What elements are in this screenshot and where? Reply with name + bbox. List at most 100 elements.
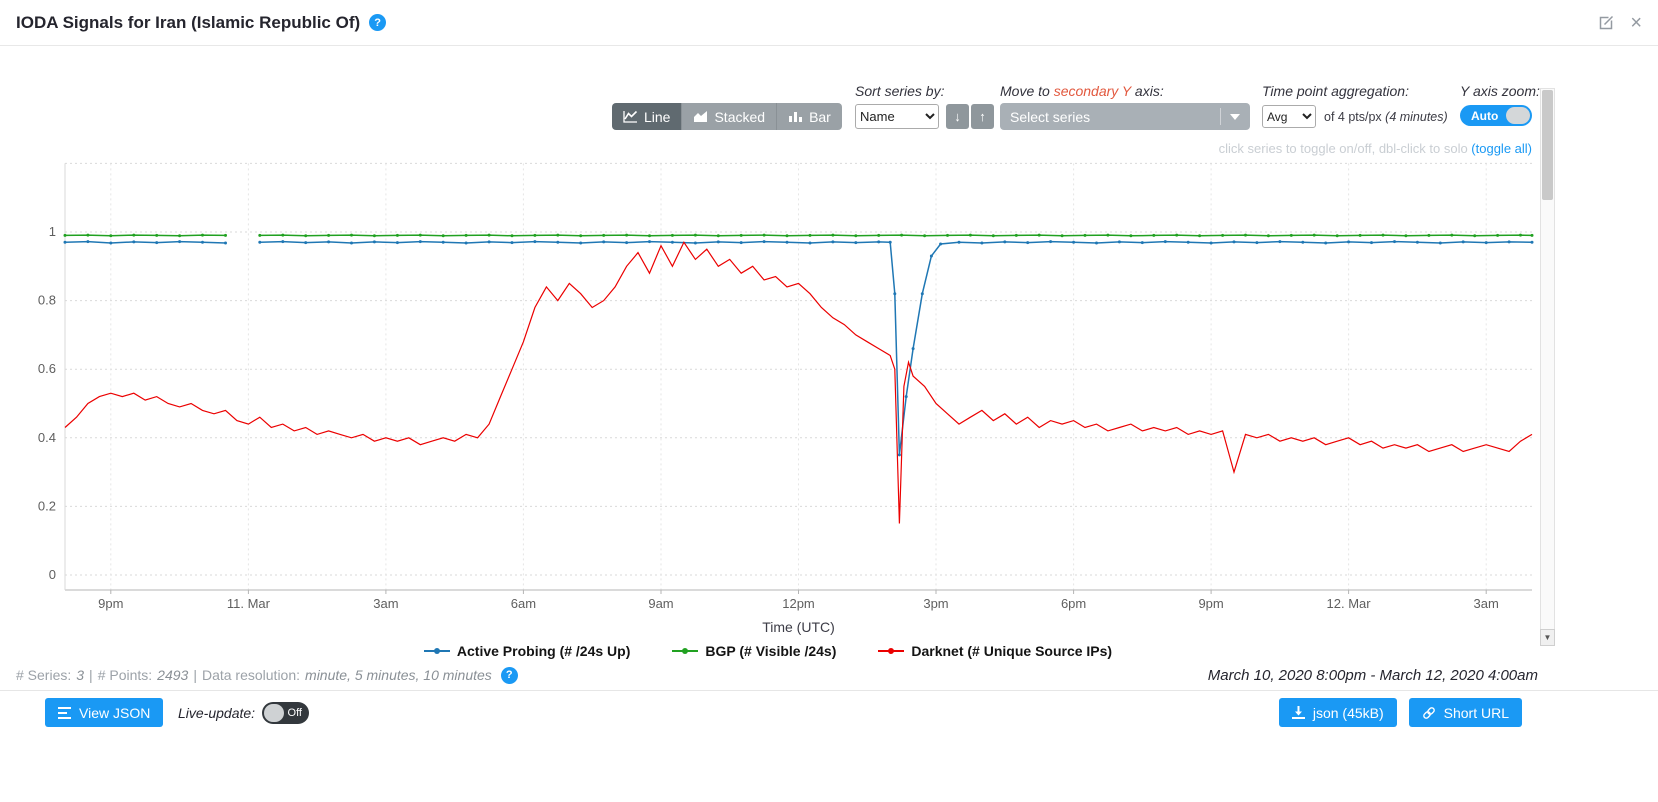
time-series-chart[interactable]: 9pm 11. Mar 3am 6am 9am 12pm 3pm 6pm 9pm 12. Mar 3… (0, 150, 1536, 640)
series-point (648, 240, 651, 244)
short-url-button[interactable]: Short URL (1408, 698, 1522, 727)
series-point (579, 234, 583, 238)
series-point (201, 233, 204, 237)
scrollbar-thumb[interactable] (1542, 90, 1553, 200)
x-axis-title: Time (UTC) (762, 619, 835, 635)
sort-direction-buttons: ↓ ↑ (946, 104, 994, 129)
series-point (625, 241, 629, 245)
series-point (1060, 234, 1064, 238)
series-point (86, 233, 90, 237)
series-toggle-hint: click series to toggle on/off, dbl-click… (1219, 141, 1532, 156)
short-url-label: Short URL (1443, 704, 1509, 721)
secondary-axis-label-suffix: axis: (1131, 83, 1164, 99)
chart-type-bar-button[interactable]: Bar (777, 103, 842, 130)
series-point (693, 233, 697, 237)
y-axis-zoom-toggle[interactable]: Auto (1460, 105, 1532, 126)
title-help-icon[interactable]: ? (369, 14, 387, 31)
series-point (831, 233, 835, 237)
chart-scrollbar[interactable]: ▼ (1540, 88, 1555, 646)
edit-icon[interactable] (1598, 15, 1614, 31)
series-point (178, 240, 182, 244)
series-point (1163, 240, 1167, 244)
series-point (1404, 234, 1408, 238)
x-tick-label: 6am (511, 596, 536, 611)
modal-header: IODA Signals for Iran (Islamic Republic … (0, 0, 1658, 46)
series-point (201, 240, 204, 244)
arrow-up-icon: ↑ (979, 109, 986, 124)
series-point (304, 241, 308, 245)
series-point (877, 233, 881, 237)
y-tick-label: 0.6 (38, 361, 56, 376)
legend-item-1[interactable]: Active Probing (# /24s Up) (423, 643, 630, 659)
stats-separator: | (193, 667, 197, 683)
dropdown-caret-wrap (1220, 108, 1240, 125)
series-point (1117, 240, 1121, 244)
series-point (178, 234, 182, 238)
series-point (1266, 234, 1270, 238)
series-point (418, 233, 422, 237)
select-series-dropdown[interactable]: Select series (1000, 103, 1250, 130)
series-point (1530, 233, 1534, 237)
series-line-2[interactable] (64, 234, 1533, 237)
aggregation-select[interactable]: Avg (1262, 105, 1316, 128)
series-point (1496, 233, 1500, 237)
series-point (109, 241, 113, 245)
y-tick-label: 0.4 (38, 430, 56, 445)
y-axis-zoom-value: Auto (1471, 109, 1499, 123)
scroll-down-icon: ▼ (1543, 633, 1552, 642)
x-tick-label: 9am (648, 596, 673, 611)
chart-type-button-group: Line Stacked Bar (612, 103, 842, 130)
scrollbar-down-button[interactable]: ▼ (1540, 629, 1555, 646)
series-point (1186, 240, 1190, 244)
x-tick-label: 11. Mar (227, 596, 271, 611)
series-point (929, 254, 933, 258)
bottom-right-actions: json (45kB) Short URL (1278, 698, 1522, 727)
legend-item-2[interactable]: BGP (# Visible /24s) (672, 643, 836, 659)
series-point (395, 241, 399, 245)
x-tick-label: 9pm (1198, 596, 1223, 611)
series-point (132, 233, 136, 237)
series-point (716, 234, 720, 238)
series-point (155, 241, 159, 245)
series-point (1278, 240, 1282, 244)
toggle-all-link[interactable]: (toggle all) (1471, 141, 1532, 156)
sort-ascending-button[interactable]: ↑ (971, 104, 994, 129)
chart-type-line-button[interactable]: Line (612, 103, 683, 130)
series-point (1244, 233, 1247, 237)
resolution-label: Data resolution: (201, 667, 301, 683)
aggregation-suffix-detail: (4 minutes) (1385, 110, 1448, 124)
series-point (785, 240, 789, 244)
series-point (487, 240, 491, 244)
series-point (1519, 233, 1522, 237)
series-point (464, 233, 468, 237)
aggregation-label: Time point aggregation: (1262, 83, 1409, 99)
series-point (808, 241, 812, 245)
series-point (602, 233, 606, 237)
sort-descending-button[interactable]: ↓ (946, 104, 969, 129)
legend-swatch (672, 648, 699, 654)
series-point (1026, 241, 1030, 245)
series-point (224, 241, 227, 245)
legend-item-3[interactable]: Darknet (# Unique Source IPs) (878, 643, 1112, 659)
series-point (893, 292, 897, 296)
series-point (533, 240, 537, 244)
series-point (911, 347, 915, 351)
series-point (980, 241, 984, 245)
view-json-button[interactable]: View JSON (45, 698, 164, 727)
stats-help-icon[interactable]: ? (500, 666, 518, 684)
series-point (625, 233, 629, 237)
series-point (1083, 233, 1087, 237)
series-point (648, 234, 651, 238)
y-tick-label: 0 (49, 567, 56, 582)
y-tick-label: 1 (49, 224, 56, 239)
series-line-3[interactable] (64, 241, 1533, 524)
sort-series-select[interactable]: Name (855, 104, 939, 129)
chart-type-stacked-button[interactable]: Stacked (682, 103, 778, 130)
live-update-toggle[interactable]: Off (262, 702, 309, 724)
series-point (904, 395, 908, 399)
json-download-button[interactable]: json (45kB) (1278, 698, 1397, 727)
x-tick-label: 12. Mar (1327, 596, 1372, 611)
series-point (1198, 234, 1202, 238)
close-icon[interactable]: × (1630, 11, 1642, 34)
series-point (1450, 233, 1454, 237)
